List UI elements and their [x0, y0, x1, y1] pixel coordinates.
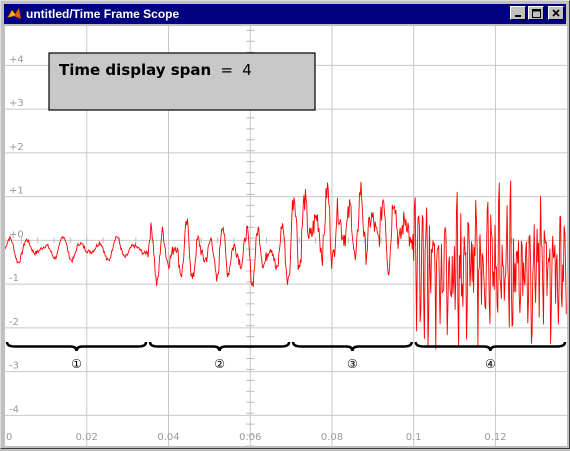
x-tick-label: 0.02: [76, 432, 98, 443]
segment-brace: [148, 341, 291, 352]
y-tick-label: +2: [9, 142, 24, 153]
x-tick-label: 0: [6, 432, 12, 443]
segment-brace: [291, 341, 413, 352]
y-tick-label: +1: [9, 186, 24, 197]
maximize-icon: [531, 8, 541, 18]
y-tick-label: -3: [9, 361, 19, 372]
segment-brace: [5, 341, 148, 352]
segment-label: ④: [485, 357, 496, 371]
y-tick-label: +0: [9, 229, 24, 240]
segment-label: ③: [347, 357, 358, 371]
y-tick-label: -2: [9, 317, 19, 328]
matlab-icon: [6, 6, 22, 22]
y-tick-label: +4: [9, 54, 24, 65]
scope-axes: 0 0.02 0.04 0.06 0.08 0.1 0.12 +4 +3 +2 +1 +0 -1 -2 -3…: [4, 26, 567, 447]
x-tick-label: 0.08: [321, 432, 343, 443]
close-button[interactable]: [548, 6, 564, 20]
annotation-label: Time display span = 4: [59, 61, 252, 79]
x-tick-label: 0.12: [484, 432, 506, 443]
x-tick-label: 0.1: [406, 432, 422, 443]
annotation-box: [48, 52, 316, 111]
signal-trace: [4, 180, 567, 350]
window-title: untitled/Time Frame Scope: [26, 7, 180, 21]
y-tick-label: -4: [9, 404, 19, 415]
minimize-icon: [515, 15, 521, 17]
minimize-button[interactable]: [510, 6, 526, 20]
x-tick-label: 0.04: [157, 432, 179, 443]
maximize-button[interactable]: [528, 6, 544, 20]
segment-label: ①: [71, 357, 82, 371]
segment-brace: [414, 341, 567, 352]
y-tick-label: -1: [9, 273, 19, 284]
close-icon: [552, 9, 560, 17]
y-tick-label: +3: [9, 98, 24, 109]
segment-label: ②: [214, 357, 225, 371]
title-bar[interactable]: untitled/Time Frame Scope: [4, 4, 566, 24]
scope-plot[interactable]: 0 0.02 0.04 0.06 0.08 0.1 0.12 +4 +3 +2 +1 +0 -1 -2 -3…: [4, 26, 567, 447]
x-tick-label: 0.06: [239, 432, 261, 443]
